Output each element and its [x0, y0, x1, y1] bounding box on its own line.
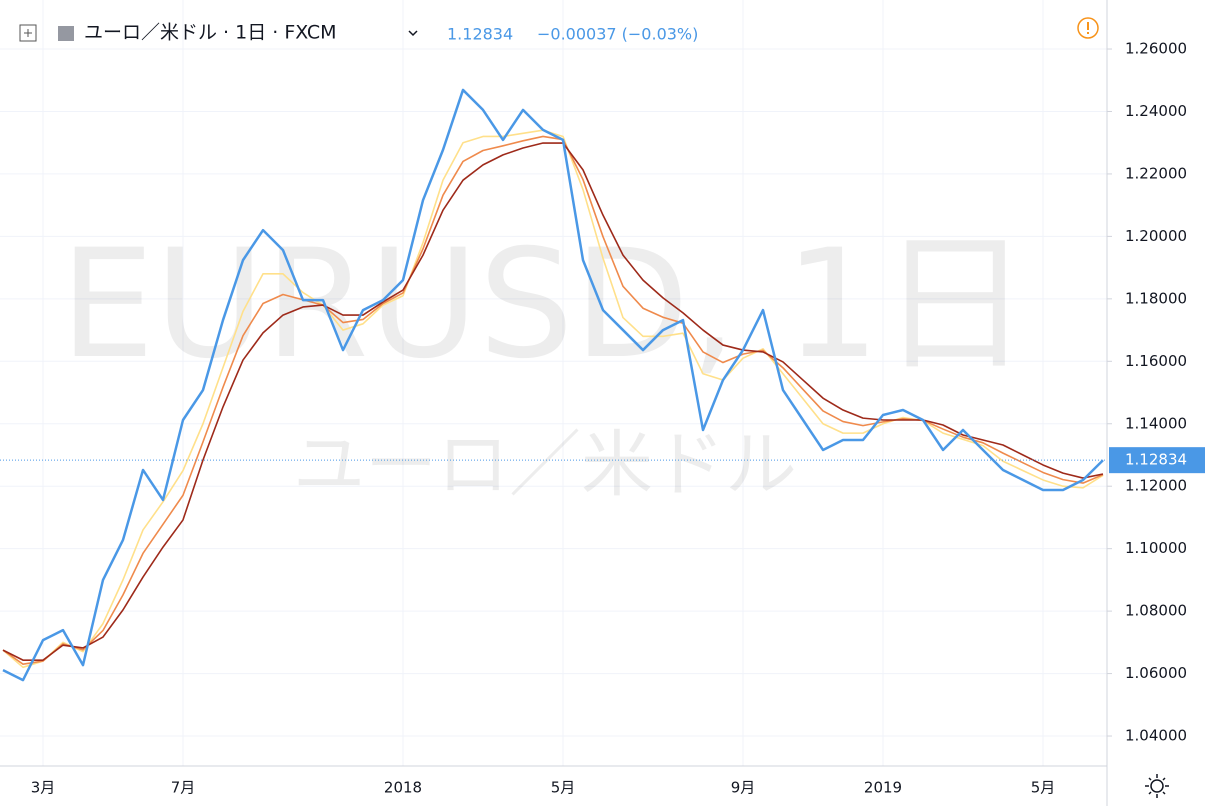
x-tick-label: 9月 [731, 779, 756, 797]
y-tick-label: 1.26000 [1125, 40, 1187, 58]
plot [0, 88, 1107, 682]
x-tick-label: 2018 [384, 779, 422, 797]
watermark-title: EURUSD, 1日 [60, 218, 1030, 392]
last-price-box [1109, 447, 1205, 474]
price-line [2, 142, 1104, 661]
y-tick-label: 1.14000 [1125, 414, 1187, 432]
x-tick-label: 2019 [864, 779, 902, 797]
price-line [2, 88, 1104, 682]
add-icon[interactable] [19, 24, 37, 42]
last-price: 1.12834 [447, 25, 513, 44]
settings-icon[interactable] [1150, 779, 1164, 793]
y-tick-label: 1.06000 [1125, 664, 1187, 682]
y-tick-label: 1.20000 [1125, 227, 1187, 245]
y-tick-label: 1.22000 [1125, 164, 1187, 182]
price-change: −0.00037 (−0.03%) [537, 25, 698, 44]
x-tick-label: 5月 [551, 779, 576, 797]
dropdown-chevron[interactable] [408, 30, 418, 37]
warning-icon[interactable] [1077, 17, 1099, 39]
grid [0, 0, 1107, 766]
watermark-subtitle: ユーロ／米ドル [293, 423, 797, 507]
x-tick-label: 5月 [1031, 779, 1056, 797]
axis: 1.04000 1.06000 1.08000 1.10000 1.12000 1.140… [31, 40, 1205, 797]
last-price-label: 1.12834 [1125, 451, 1187, 469]
price-line [2, 129, 1104, 669]
y-tick-label: 1.08000 [1125, 602, 1187, 620]
x-tick-label: 3月 [31, 779, 56, 797]
x-tick-label: 7月 [171, 779, 196, 797]
symbol-icon [58, 26, 74, 41]
y-tick-label: 1.24000 [1125, 102, 1187, 120]
y-tick-label: 1.10000 [1125, 539, 1187, 557]
price-line [2, 135, 1104, 665]
y-tick-label: 1.18000 [1125, 289, 1187, 307]
y-tick-label: 1.04000 [1125, 727, 1187, 745]
y-tick-label: 1.16000 [1125, 352, 1187, 370]
symbol-title[interactable]: ユーロ／米ドル · 1日 · FXCM [84, 22, 337, 44]
add-icon-cross [24, 29, 32, 37]
y-tick-label: 1.12000 [1125, 477, 1187, 495]
settings-rays [1145, 774, 1169, 798]
